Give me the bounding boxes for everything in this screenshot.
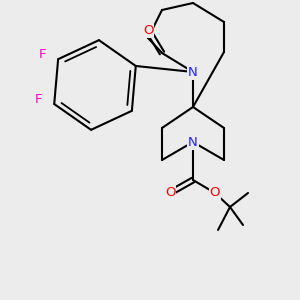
Text: N: N xyxy=(188,65,198,79)
Text: F: F xyxy=(38,48,46,61)
Text: O: O xyxy=(143,23,153,37)
Text: O: O xyxy=(165,187,175,200)
Text: F: F xyxy=(34,92,42,106)
Text: O: O xyxy=(210,187,220,200)
Text: N: N xyxy=(188,136,198,148)
